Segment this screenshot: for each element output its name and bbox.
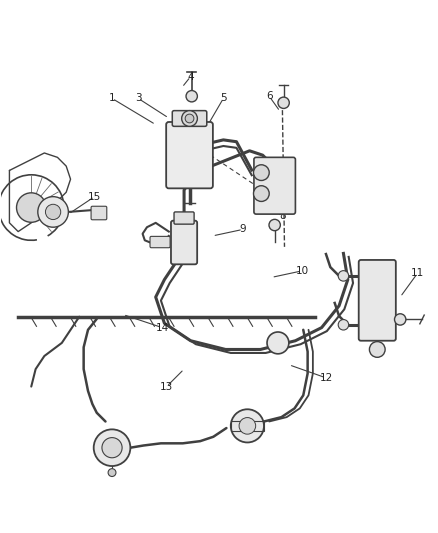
Text: 8: 8 [279,211,286,221]
FancyBboxPatch shape [150,236,170,248]
Circle shape [239,417,256,434]
Circle shape [369,342,385,357]
Circle shape [185,114,194,123]
Circle shape [338,271,349,281]
Text: 4: 4 [187,71,194,82]
Circle shape [46,204,61,220]
Circle shape [254,165,269,181]
Text: 7: 7 [279,198,286,208]
FancyBboxPatch shape [166,122,213,188]
Bar [231,421,264,431]
Circle shape [108,469,116,477]
Text: 9: 9 [240,224,246,235]
Circle shape [231,409,264,442]
Circle shape [254,185,269,201]
Circle shape [269,220,280,231]
Text: 15: 15 [88,192,101,201]
FancyBboxPatch shape [174,212,194,224]
Text: 13: 13 [160,382,173,392]
Circle shape [278,97,289,108]
Circle shape [338,320,349,330]
FancyBboxPatch shape [254,157,295,214]
Text: 10: 10 [295,266,308,276]
Text: 3: 3 [135,93,141,103]
Circle shape [186,91,198,102]
Text: 11: 11 [411,268,424,278]
Text: 12: 12 [319,373,332,383]
Text: 6: 6 [266,91,272,101]
Text: 14: 14 [155,322,169,333]
FancyBboxPatch shape [172,111,207,126]
Text: 1: 1 [109,93,115,103]
Circle shape [38,197,68,227]
Circle shape [267,332,289,354]
Circle shape [182,111,198,126]
FancyBboxPatch shape [171,221,197,264]
Circle shape [395,314,406,325]
Text: 5: 5 [220,93,227,103]
FancyBboxPatch shape [359,260,396,341]
Circle shape [17,193,46,222]
FancyBboxPatch shape [91,206,107,220]
Circle shape [94,430,131,466]
Circle shape [102,438,122,458]
